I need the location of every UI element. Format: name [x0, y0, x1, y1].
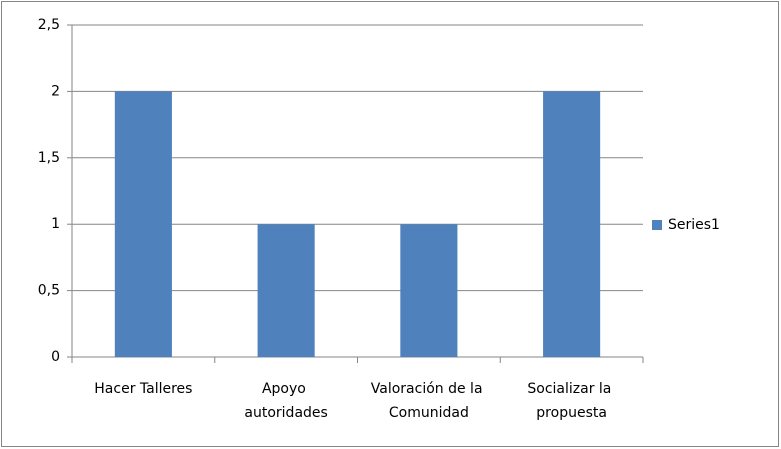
- bar: [114, 91, 172, 358]
- x-tick-label: Valoración de la Comunidad: [371, 381, 487, 421]
- x-tick-label-line: Valoración de la: [371, 381, 487, 397]
- x-tick-label-line: Hacer Talleres: [94, 381, 192, 397]
- x-tick-label-line: Apoyo: [262, 381, 310, 397]
- bar: [400, 224, 458, 357]
- y-tick-label: 2: [51, 83, 60, 99]
- legend-swatch: [652, 220, 662, 230]
- x-tick-label-line: propuesta: [536, 405, 607, 421]
- x-tick-label: Apoyo autoridades: [244, 381, 327, 421]
- y-tick-label: 1,5: [38, 150, 60, 166]
- bar: [543, 91, 601, 358]
- x-tick-label-line: autoridades: [244, 405, 327, 421]
- y-tick-label: 2,5: [38, 17, 60, 33]
- legend-label: Series1: [668, 217, 720, 233]
- x-tick-label: Hacer Talleres: [94, 381, 192, 397]
- x-tick-label: Socializar la propuesta: [527, 381, 615, 421]
- y-tick-label: 1: [51, 216, 60, 232]
- bar: [257, 224, 315, 357]
- y-tick-label: 0: [51, 349, 60, 365]
- x-tick-label-line: Comunidad: [389, 405, 469, 421]
- x-tick-label-line: Socializar la: [527, 381, 615, 397]
- y-tick-label: 0,5: [38, 283, 60, 299]
